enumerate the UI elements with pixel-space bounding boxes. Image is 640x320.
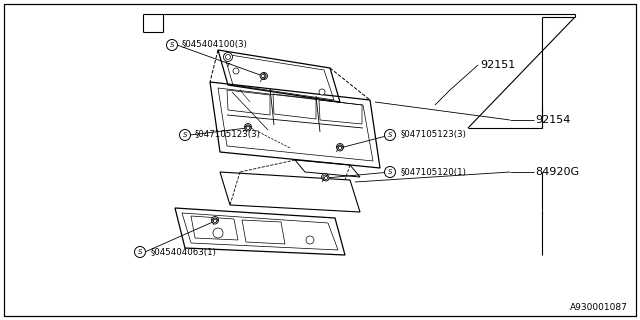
Circle shape bbox=[245, 125, 251, 131]
Circle shape bbox=[385, 166, 396, 178]
Circle shape bbox=[324, 176, 328, 180]
Circle shape bbox=[212, 218, 218, 224]
Circle shape bbox=[166, 39, 177, 51]
Text: §047105123(3): §047105123(3) bbox=[401, 131, 467, 140]
Circle shape bbox=[213, 218, 217, 222]
Circle shape bbox=[261, 74, 265, 78]
Text: S: S bbox=[183, 132, 188, 138]
Circle shape bbox=[337, 143, 344, 150]
Text: S: S bbox=[170, 42, 174, 48]
Text: §047105123(3): §047105123(3) bbox=[195, 131, 261, 140]
Circle shape bbox=[213, 228, 223, 238]
Circle shape bbox=[306, 236, 314, 244]
Circle shape bbox=[246, 125, 250, 129]
Text: §045404100(3): §045404100(3) bbox=[182, 41, 248, 50]
Circle shape bbox=[134, 246, 145, 258]
Circle shape bbox=[323, 175, 327, 179]
Circle shape bbox=[339, 146, 342, 150]
Circle shape bbox=[337, 145, 343, 151]
Circle shape bbox=[323, 175, 329, 181]
Text: §045404063(1): §045404063(1) bbox=[151, 247, 217, 257]
Text: S: S bbox=[388, 132, 392, 138]
Circle shape bbox=[233, 68, 239, 74]
Circle shape bbox=[244, 124, 252, 131]
Circle shape bbox=[260, 73, 266, 79]
Circle shape bbox=[319, 89, 325, 95]
Text: §047105120(1): §047105120(1) bbox=[401, 167, 467, 177]
Text: S: S bbox=[388, 169, 392, 175]
Circle shape bbox=[179, 130, 191, 140]
Circle shape bbox=[338, 145, 342, 149]
Text: 84920G: 84920G bbox=[535, 167, 579, 177]
Circle shape bbox=[321, 173, 328, 180]
Circle shape bbox=[262, 74, 266, 78]
Text: 92151: 92151 bbox=[480, 60, 515, 70]
Text: S: S bbox=[138, 249, 142, 255]
Text: 92154: 92154 bbox=[535, 115, 570, 125]
Text: A930001087: A930001087 bbox=[570, 303, 628, 312]
Circle shape bbox=[385, 130, 396, 140]
Circle shape bbox=[213, 219, 217, 223]
Circle shape bbox=[260, 73, 268, 79]
Circle shape bbox=[223, 52, 232, 61]
Circle shape bbox=[211, 217, 218, 223]
Circle shape bbox=[246, 126, 250, 130]
Circle shape bbox=[225, 54, 230, 60]
